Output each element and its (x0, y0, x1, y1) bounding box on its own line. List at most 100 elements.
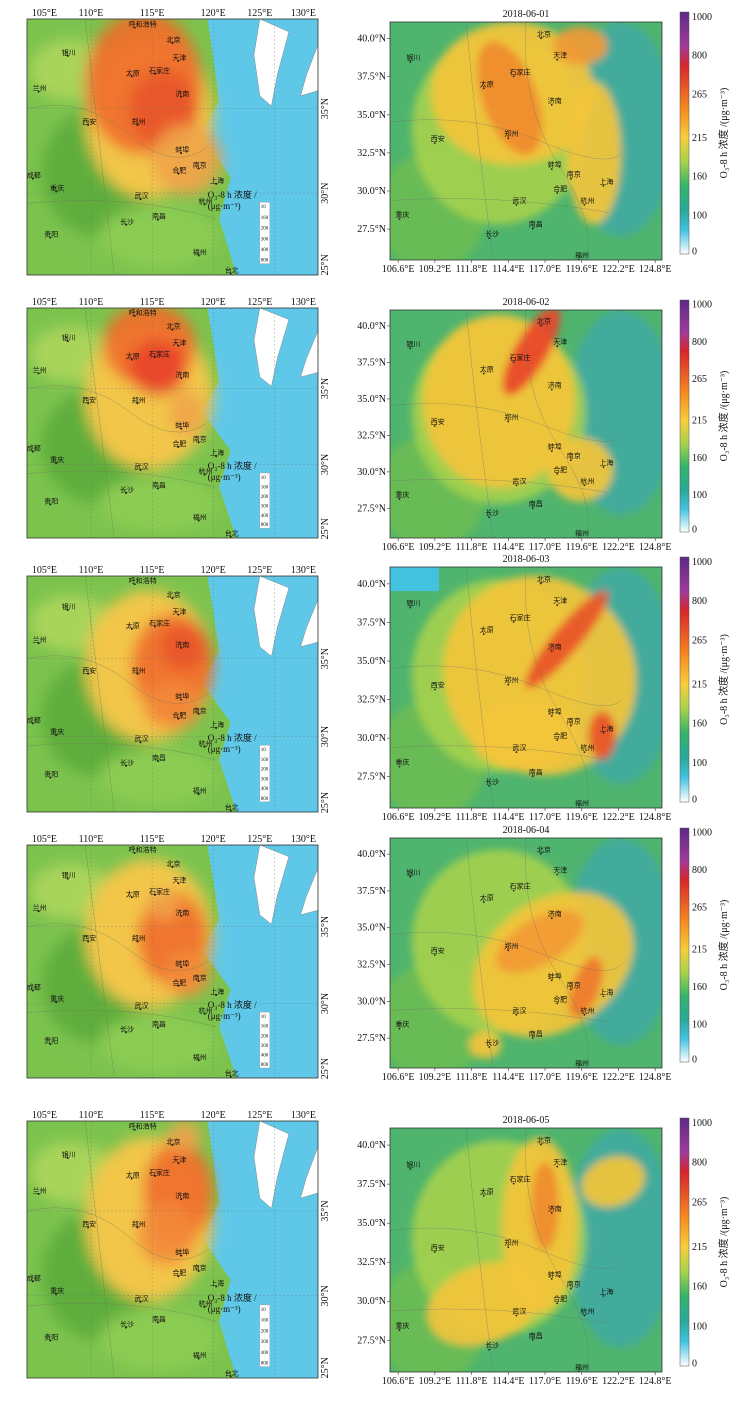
longitude-tick: 119.6°E (566, 1376, 598, 1387)
city-marker (507, 1246, 510, 1249)
latitude-tick: 30°N (320, 726, 331, 747)
legend-title: O₃-8 h 浓度 / (208, 1292, 257, 1303)
city-marker (550, 650, 553, 652)
city-marker (197, 793, 200, 796)
colorbar-tick: 800 (692, 596, 707, 607)
ozone-plume (588, 711, 616, 760)
longitude-tick: 105°E (32, 834, 57, 845)
city-label: 南京 (567, 717, 581, 726)
city-label: 武汉 (134, 734, 148, 743)
city-marker (177, 984, 180, 987)
legend-tick: 300 (261, 237, 269, 242)
longitude-tick: 111.8°E (456, 264, 488, 275)
colorbar (679, 556, 690, 803)
latitude-tick: 35.0°N (357, 394, 386, 405)
city-label: 太原 (126, 352, 140, 361)
longitude-tick: 106.6°E (382, 1072, 415, 1083)
city-marker (203, 1012, 206, 1015)
city-marker (156, 1321, 159, 1324)
city-label: 南昌 (152, 480, 166, 489)
city-label: 上海 (599, 1287, 613, 1296)
city-label: 南京 (567, 451, 581, 460)
longitude-tick: 117.0°E (529, 1376, 561, 1387)
city-marker (515, 1314, 518, 1317)
longitude-tick: 124.8°E (639, 812, 672, 823)
city-marker (197, 167, 200, 170)
latitude-tick: 40.0°N (357, 579, 386, 590)
city-label: 天津 (172, 339, 186, 347)
city-marker (398, 218, 401, 221)
latitude-tick: 32.5°N (357, 1257, 386, 1268)
ozone-plume (566, 81, 622, 225)
city-label: 太原 (480, 893, 494, 902)
sea (201, 845, 318, 1078)
colorbar-tick: 265 (692, 1197, 707, 1208)
legend-tick: 10 (261, 1308, 267, 1313)
city-label: 石家庄 (149, 887, 170, 896)
city-marker (550, 917, 553, 920)
colorbar-title: O₃-8 h 浓度 /(μg·m⁻³) (717, 900, 730, 991)
city-marker (550, 450, 553, 452)
city-label: 南京 (567, 1280, 581, 1289)
longitude-tick: 120°E (201, 834, 226, 845)
colorbar-tick: 215 (692, 1242, 707, 1253)
city-label: 杭州 (580, 1006, 594, 1015)
city-marker (556, 192, 559, 194)
city-label: 呼和浩特 (129, 20, 157, 29)
latitude-tick: 37.5°N (357, 357, 386, 368)
city-label: 西安 (82, 934, 96, 943)
city-label: 太原 (126, 68, 140, 77)
city-label: 杭州 (580, 1306, 594, 1315)
longitude-tick: 111.8°E (456, 1072, 488, 1083)
city-label: 合肥 (553, 994, 567, 1003)
city-label: 蚌埠 (175, 959, 189, 968)
city-marker (87, 672, 90, 675)
city-marker (180, 966, 183, 969)
colorbar-tick: 100 (692, 490, 707, 501)
city-marker (556, 1002, 559, 1005)
colorbar-tick: 100 (692, 210, 707, 221)
longitude-tick: 114.4°E (492, 542, 524, 553)
city-label: 济南 (548, 909, 562, 918)
city-label: 郑州 (504, 1239, 518, 1247)
city-label: 西安 (431, 1243, 445, 1252)
city-marker (556, 472, 559, 475)
city-label: 北京 (537, 317, 551, 326)
city-label: 合肥 (553, 184, 567, 193)
colorbar-tick: 1000 (692, 300, 712, 311)
longitude-tick: 125°E (247, 8, 272, 19)
city-label: 福州 (193, 1052, 207, 1061)
city-marker (124, 1326, 127, 1329)
city-marker (433, 954, 436, 956)
city-label: 石家庄 (149, 349, 170, 358)
city-label: 北京 (537, 574, 551, 583)
city-marker (507, 949, 510, 952)
latitude-tick: 35.0°N (357, 110, 386, 121)
colorbar-tick: 215 (692, 416, 707, 427)
longitude-tick: 130°E (291, 565, 316, 576)
city-marker (539, 852, 542, 855)
city-label: 天津 (553, 52, 567, 60)
city-marker (515, 1013, 518, 1016)
city-label: 银川 (62, 333, 76, 342)
latitude-tick: 35.0°N (357, 923, 386, 934)
city-label: 南昌 (152, 212, 166, 221)
latitude-tick: 25°N (320, 518, 331, 539)
city-marker (66, 609, 69, 612)
city-label: 台北 (225, 529, 239, 538)
city-label: 天津 (553, 597, 567, 605)
city-label: 西安 (431, 946, 445, 955)
city-marker (203, 745, 206, 748)
city-label: 上海 (210, 176, 224, 185)
legend-unit: (μg·m⁻³) (208, 472, 241, 482)
city-marker (197, 519, 200, 522)
city-marker (515, 203, 518, 206)
city-marker (31, 989, 34, 992)
legend-tick: 300 (261, 1340, 269, 1345)
right-map-frame (389, 309, 663, 539)
city-label: 成都 (27, 982, 41, 991)
city-marker (133, 26, 136, 29)
